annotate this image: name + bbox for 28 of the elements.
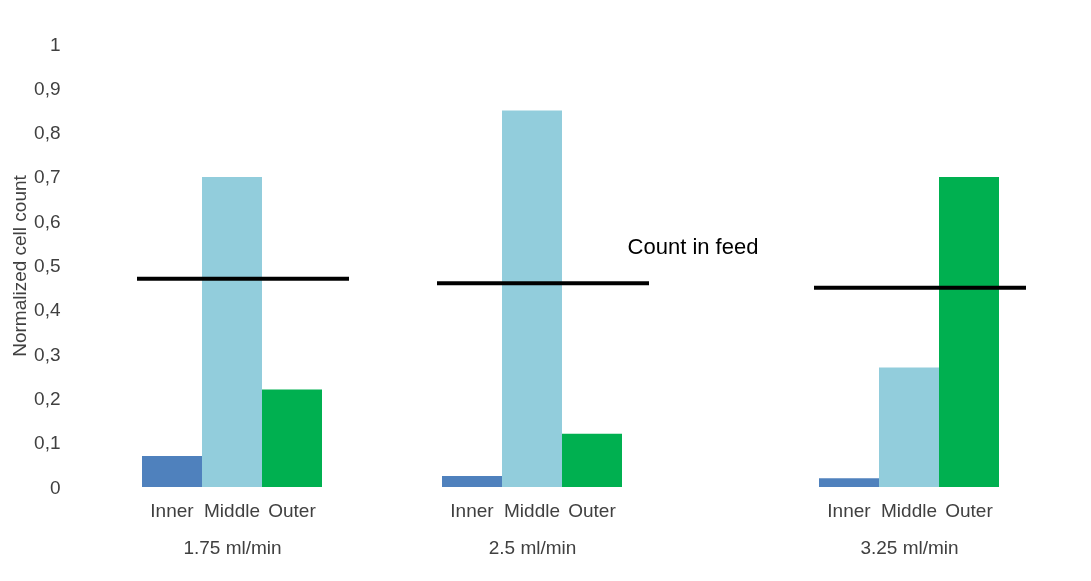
y-tick-label: 0 bbox=[49, 476, 61, 498]
bar bbox=[262, 389, 322, 487]
x-tick-label: Outer bbox=[568, 499, 617, 521]
y-tick-label: 0,6 bbox=[34, 210, 61, 232]
y-tick-label: 0,7 bbox=[34, 166, 61, 188]
y-tick-label: 0,8 bbox=[34, 122, 61, 144]
y-tick-label: 0,1 bbox=[34, 432, 61, 454]
x-tick-label: Inner bbox=[150, 499, 195, 521]
x-axis-title: 2.5 ml/min bbox=[488, 536, 577, 558]
x-tick-label: Inner bbox=[827, 499, 872, 521]
x-tick-label: Middle bbox=[204, 499, 260, 521]
y-tick-label: 0,3 bbox=[34, 343, 61, 365]
y-tick-label: 0,4 bbox=[34, 299, 61, 321]
y-tick-label: 0,2 bbox=[34, 387, 61, 409]
y-tick-label: 0,5 bbox=[34, 255, 61, 276]
x-axis-title: 3.25 ml/min bbox=[860, 536, 959, 558]
y-tick-label: 0,9 bbox=[34, 77, 61, 99]
x-tick-label: Outer bbox=[945, 499, 994, 521]
ref-line-label: Count in feed bbox=[627, 234, 759, 260]
bar bbox=[142, 455, 202, 487]
x-tick-label: Outer bbox=[268, 499, 317, 521]
x-tick-label: Inner bbox=[450, 499, 495, 521]
y-tick-label: 1 bbox=[49, 33, 61, 55]
x-tick-label: Middle bbox=[504, 499, 560, 521]
x-tick-label: Middle bbox=[881, 499, 937, 521]
bar bbox=[202, 176, 262, 487]
y-axis-title: Normalized cell count bbox=[9, 174, 31, 357]
x-axis-title: 1.75 ml/min bbox=[183, 536, 282, 558]
